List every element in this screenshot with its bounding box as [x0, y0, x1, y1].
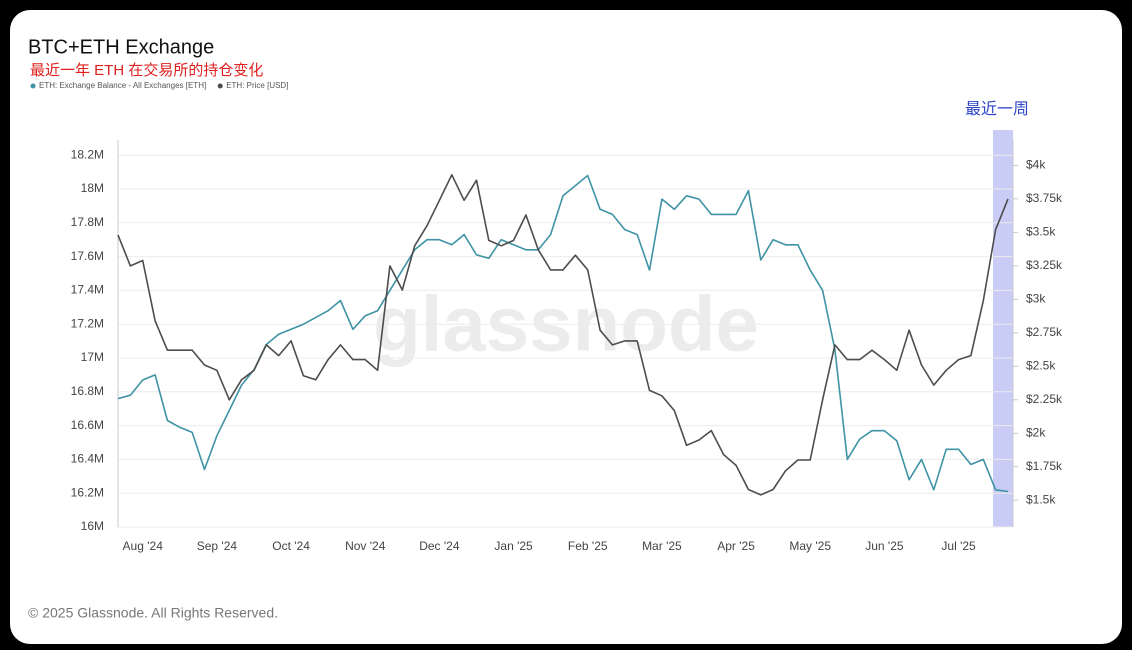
x-tick-label: Nov '24 [345, 539, 386, 553]
highlight-band [993, 130, 1013, 527]
y-tick-label: 18M [81, 181, 104, 195]
y2-tick-label: $2k [1026, 425, 1046, 439]
legend-label: ETH: Exchange Balance - All Exchanges [E… [39, 81, 206, 90]
x-tick-label: Feb '25 [568, 539, 608, 553]
y2-tick-label: $3.5k [1026, 225, 1056, 239]
x-tick-label: Mar '25 [642, 539, 682, 553]
y-tick-label: 18.2M [71, 147, 104, 161]
card [10, 10, 1122, 644]
y-tick-label: 16.2M [71, 485, 104, 499]
y-tick-label: 16.6M [71, 418, 104, 432]
x-tick-label: Aug '24 [123, 539, 164, 553]
footer: © 2025 Glassnode. All Rights Reserved. [28, 605, 278, 621]
x-tick-label: Apr '25 [717, 539, 755, 553]
x-tick-label: Jul '25 [941, 539, 976, 553]
legend-marker [30, 83, 36, 89]
x-tick-label: Dec '24 [419, 539, 460, 553]
y2-tick-label: $2.5k [1026, 358, 1056, 372]
y-tick-label: 16.4M [71, 452, 104, 466]
y2-tick-label: $3k [1026, 292, 1046, 306]
series-line [117, 174, 1009, 496]
y2-tick-label: $1.75k [1026, 459, 1063, 473]
y-tick-label: 17.8M [71, 215, 104, 229]
x-tick-label: Jan '25 [494, 539, 533, 553]
y-tick-label: 17M [81, 350, 104, 364]
x-tick-label: May '25 [789, 539, 831, 553]
annotation: 最近一周 [965, 100, 1029, 118]
y2-tick-label: $4k [1026, 158, 1046, 172]
y2-tick-label: $3.75k [1026, 191, 1063, 205]
y-tick-label: 16.8M [71, 384, 104, 398]
x-tick-label: Oct '24 [272, 539, 310, 553]
y2-tick-label: $2.75k [1026, 325, 1063, 339]
y2-tick-label: $3.25k [1026, 258, 1063, 272]
y-tick-label: 17.6M [71, 249, 104, 263]
watermark: glassnode [373, 280, 759, 368]
y-tick-label: 16M [81, 519, 104, 533]
x-tick-label: Jun '25 [865, 539, 904, 553]
y2-tick-label: $1.5k [1026, 492, 1056, 506]
y2-tick-label: $2.25k [1026, 392, 1063, 406]
y-tick-label: 17.2M [71, 316, 104, 330]
chart-subtitle: 最近一年 ETH 在交易所的持仓变化 [30, 61, 263, 79]
chart-title: BTC+ETH Exchange [28, 36, 214, 58]
y-tick-label: 17.4M [71, 283, 104, 297]
legend-label: ETH: Price [USD] [226, 81, 288, 90]
legend-marker [217, 83, 223, 89]
x-tick-label: Sep '24 [197, 539, 238, 553]
